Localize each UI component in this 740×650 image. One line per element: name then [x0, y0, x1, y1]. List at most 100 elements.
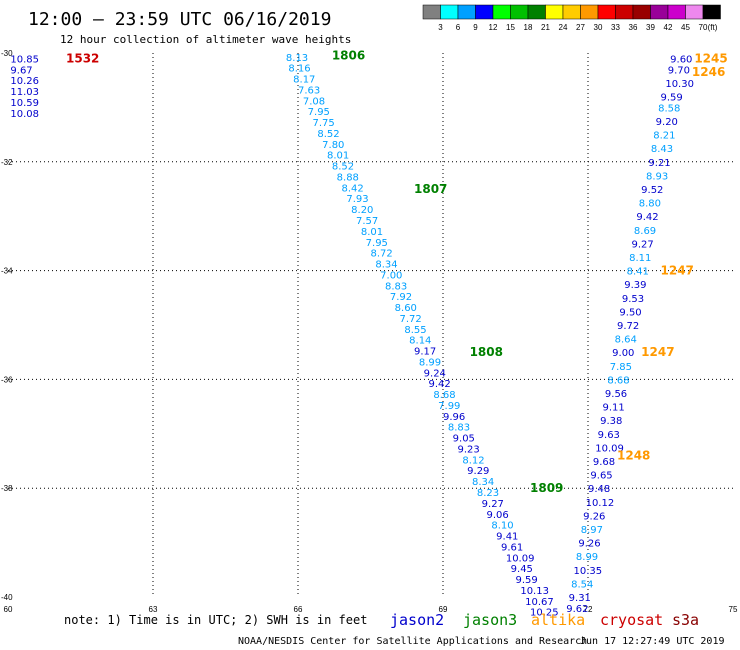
wave-height-value: 9.23	[458, 444, 480, 455]
wave-height-value: 9.67	[10, 65, 32, 76]
scale-label: (ft)	[708, 23, 718, 32]
wave-height-value: 7.85	[610, 362, 632, 373]
wave-height-value: 10.08	[10, 109, 39, 120]
wave-height-value: 8.42	[342, 183, 364, 194]
scale-label: 18	[524, 23, 533, 32]
pass-time-label: 1247	[641, 345, 674, 359]
scale-swatch	[615, 4, 634, 20]
wave-height-value: 8.23	[477, 488, 499, 499]
wave-height-value: 8.41	[627, 267, 649, 278]
scale-swatch	[685, 4, 704, 20]
wave-height-value: 7.92	[390, 292, 412, 303]
footer-credit: NOAA/NESDIS Center for Satellite Applica…	[238, 636, 587, 647]
wave-height-value: 9.31	[569, 593, 591, 604]
wave-height-value: 8.83	[448, 423, 470, 434]
wave-height-value: 9.27	[632, 239, 654, 250]
wave-height-value: 9.59	[661, 93, 683, 104]
wave-height-value: 9.29	[467, 466, 489, 477]
wave-height-value: 8.13	[286, 53, 308, 64]
scale-swatch	[492, 4, 511, 20]
wave-height-value: 10.09	[506, 553, 535, 564]
y-tick-label: -30	[1, 49, 13, 58]
wave-height-value: 9.48	[588, 484, 610, 495]
wave-height-value: 8.34	[472, 477, 494, 488]
pass-time-label: 1247	[661, 264, 694, 278]
wave-height-value: 7.95	[308, 107, 330, 118]
scale-label: 36	[629, 23, 638, 32]
pass-time-label: 1532	[66, 51, 99, 65]
scale-label: 9	[473, 23, 478, 32]
wave-height-value: 9.17	[414, 347, 436, 358]
wave-height-value: 7.08	[303, 96, 325, 107]
wave-height-value: 9.27	[482, 499, 504, 510]
scale-swatch	[545, 4, 564, 20]
y-tick-label: -32	[1, 158, 13, 167]
wave-height-values: 10.859.6710.2611.0310.5910.088.138.168.1…	[10, 53, 694, 619]
scale-label: 3	[438, 23, 443, 32]
color-scale-legend: 3 6 9 12 15 18 21 24 27 30 33 36 39 42 45 70 (ft)	[422, 4, 721, 32]
scale-swatch	[475, 4, 494, 20]
scale-swatch	[632, 4, 651, 20]
wave-height-value: 9.21	[648, 158, 670, 169]
plot-grid	[8, 53, 733, 597]
wave-height-value: 9.96	[443, 412, 465, 423]
wave-height-value: 8.14	[409, 336, 431, 347]
wave-height-value: 8.99	[576, 552, 598, 563]
wave-height-value: 9.52	[641, 185, 663, 196]
scale-label: 15	[506, 23, 515, 32]
scale-swatch	[580, 4, 599, 20]
wave-height-value: 9.42	[636, 212, 658, 223]
wave-height-value: 10.12	[586, 498, 615, 509]
wave-height-value: 8.54	[571, 579, 593, 590]
wave-height-value: 7.72	[400, 314, 422, 325]
wave-height-value: 9.26	[583, 511, 605, 522]
scale-swatch	[562, 4, 581, 20]
wave-height-value: 7.93	[346, 194, 368, 205]
scale-label: 12	[489, 23, 498, 32]
scale-label: 24	[559, 23, 568, 32]
wave-height-value: 8.80	[639, 199, 661, 210]
footer-note: note: 1) Time is in UTC; 2) SWH is in fe…	[64, 613, 367, 627]
wave-height-value: 8.88	[337, 172, 359, 183]
footer-timestamp: Jun 17 12:27:49 UTC 2019	[580, 636, 725, 647]
wave-height-value: 9.24	[424, 368, 446, 379]
satellite-legend-jason2: jason2	[390, 611, 444, 629]
pass-time-label: 1246	[692, 65, 725, 79]
chart-subtitle: 12 hour collection of altimeter wave hei…	[60, 33, 351, 46]
pass-time-label: 1807	[414, 182, 447, 196]
scale-label: 42	[664, 23, 673, 32]
pass-time-label: 1808	[470, 345, 503, 359]
wave-height-value: 9.60	[670, 54, 692, 65]
wave-height-value: 7.95	[366, 238, 388, 249]
wave-height-value: 8.68	[433, 390, 455, 401]
wave-height-value: 7.80	[322, 140, 344, 151]
wave-height-value: 8.10	[491, 521, 513, 532]
x-tick-label: 72	[584, 605, 593, 614]
wave-height-value: 8.99	[419, 357, 441, 368]
wave-height-value: 10.26	[10, 76, 39, 87]
wave-height-value: 9.63	[598, 430, 620, 441]
scale-swatch	[527, 4, 546, 20]
wave-height-value: 10.85	[10, 54, 39, 65]
wave-height-value: 8.55	[404, 325, 426, 336]
satellite-legend: jason2 jason3 altika cryosat s3a	[390, 611, 699, 629]
wave-height-value: 9.53	[622, 294, 644, 305]
wave-height-value: 10.35	[574, 566, 603, 577]
wave-height-value: 8.11	[629, 253, 651, 264]
wave-height-value: 8.12	[462, 455, 484, 466]
wave-height-value: 9.59	[516, 575, 538, 586]
wave-height-value: 8.69	[634, 226, 656, 237]
scale-label: 27	[576, 23, 585, 32]
scale-swatch	[702, 4, 721, 20]
wave-height-value: 8.68	[607, 375, 629, 386]
wave-height-value: 8.58	[658, 103, 680, 114]
wave-height-value: 8.21	[653, 131, 675, 142]
pass-time-label: 1806	[332, 49, 365, 63]
wave-height-value: 8.52	[332, 162, 354, 173]
scale-swatch	[440, 4, 459, 20]
scale-label: 30	[594, 23, 603, 32]
wave-height-value: 9.41	[496, 532, 518, 543]
wave-height-value: 9.70	[668, 65, 690, 76]
scale-swatch	[667, 4, 686, 20]
